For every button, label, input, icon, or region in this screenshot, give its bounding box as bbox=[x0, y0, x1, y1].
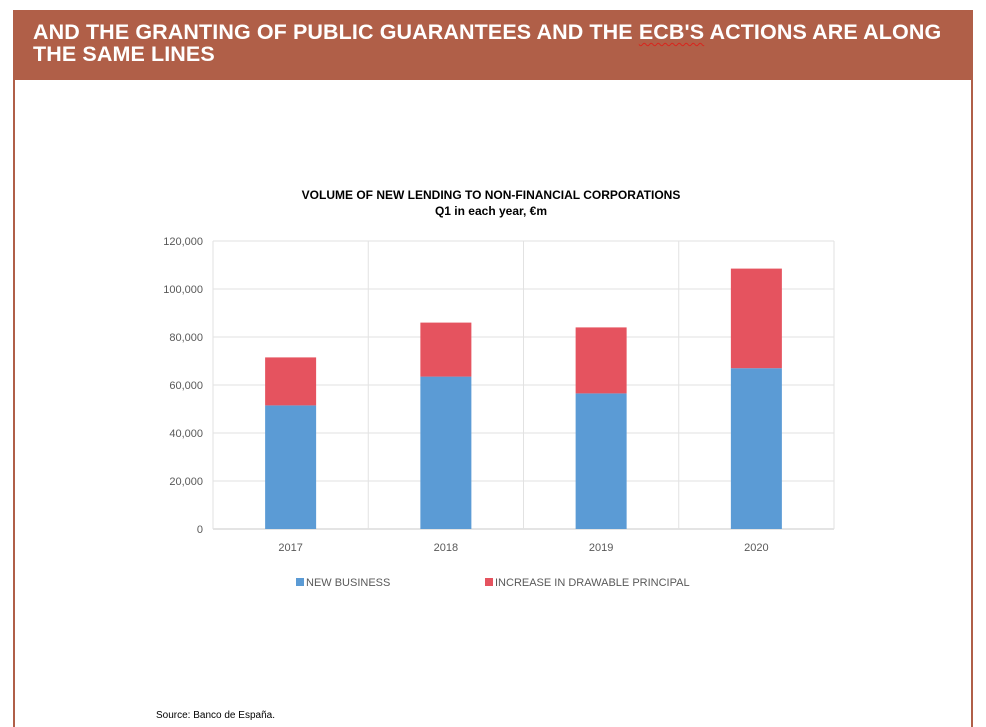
title-part-1: AND THE GRANTING OF PUBLIC GUARANTEES AN… bbox=[33, 20, 639, 44]
source-note: Source: Banco de España. bbox=[156, 710, 275, 721]
bar-new-business bbox=[265, 405, 317, 529]
x-axis: 2017 2018 2019 2020 bbox=[278, 542, 768, 554]
legend: NEW BUSINESS INCREASE IN DRAWABLE PRINCIP… bbox=[296, 577, 690, 589]
y-axis: 0 20,000 40,000 60,000 80,000 100,000 120,000 bbox=[163, 236, 203, 536]
legend-swatch bbox=[296, 578, 304, 586]
y-tick-label: 0 bbox=[197, 524, 203, 536]
bar-new-business bbox=[420, 376, 472, 529]
bars bbox=[265, 268, 782, 529]
x-tick-label: 2017 bbox=[278, 542, 302, 554]
title-part-2: ACTIONS ARE ALONG THE SAME LINES bbox=[33, 20, 942, 66]
title-ecb: ECB'S bbox=[638, 20, 705, 44]
y-tick-label: 100,000 bbox=[163, 284, 203, 296]
bar-drawable-principal bbox=[730, 268, 782, 369]
x-tick-label: 2018 bbox=[434, 542, 458, 554]
y-tick-label: 40,000 bbox=[169, 428, 203, 440]
y-tick-label: 20,000 bbox=[169, 476, 203, 488]
y-tick-label: 60,000 bbox=[169, 380, 203, 392]
gridlines bbox=[212, 240, 835, 530]
y-tick-label: 120,000 bbox=[163, 236, 203, 248]
bar-new-business bbox=[575, 393, 627, 529]
page-title: AND THE GRANTING OF PUBLIC GUARANTEES AN… bbox=[33, 21, 953, 65]
y-tick-label: 80,000 bbox=[169, 332, 203, 344]
legend-label: NEW BUSINESS bbox=[306, 577, 390, 589]
chart-title: VOLUME OF NEW LENDING TO NON-FINANCIAL C… bbox=[302, 188, 681, 202]
chart-subtitle: Q1 in each year, €m bbox=[435, 204, 547, 218]
x-tick-label: 2019 bbox=[589, 542, 613, 554]
slide-frame bbox=[13, 10, 973, 727]
bar-drawable-principal bbox=[575, 327, 627, 394]
legend-swatch bbox=[485, 578, 493, 586]
bar-drawable-principal bbox=[420, 322, 472, 377]
bar-drawable-principal bbox=[265, 357, 317, 406]
header-banner: AND THE GRANTING OF PUBLIC GUARANTEES AN… bbox=[13, 10, 973, 80]
legend-label: INCREASE IN DRAWABLE PRINCIPAL bbox=[495, 577, 690, 589]
x-tick-label: 2020 bbox=[744, 542, 768, 554]
bar-new-business bbox=[730, 368, 782, 529]
